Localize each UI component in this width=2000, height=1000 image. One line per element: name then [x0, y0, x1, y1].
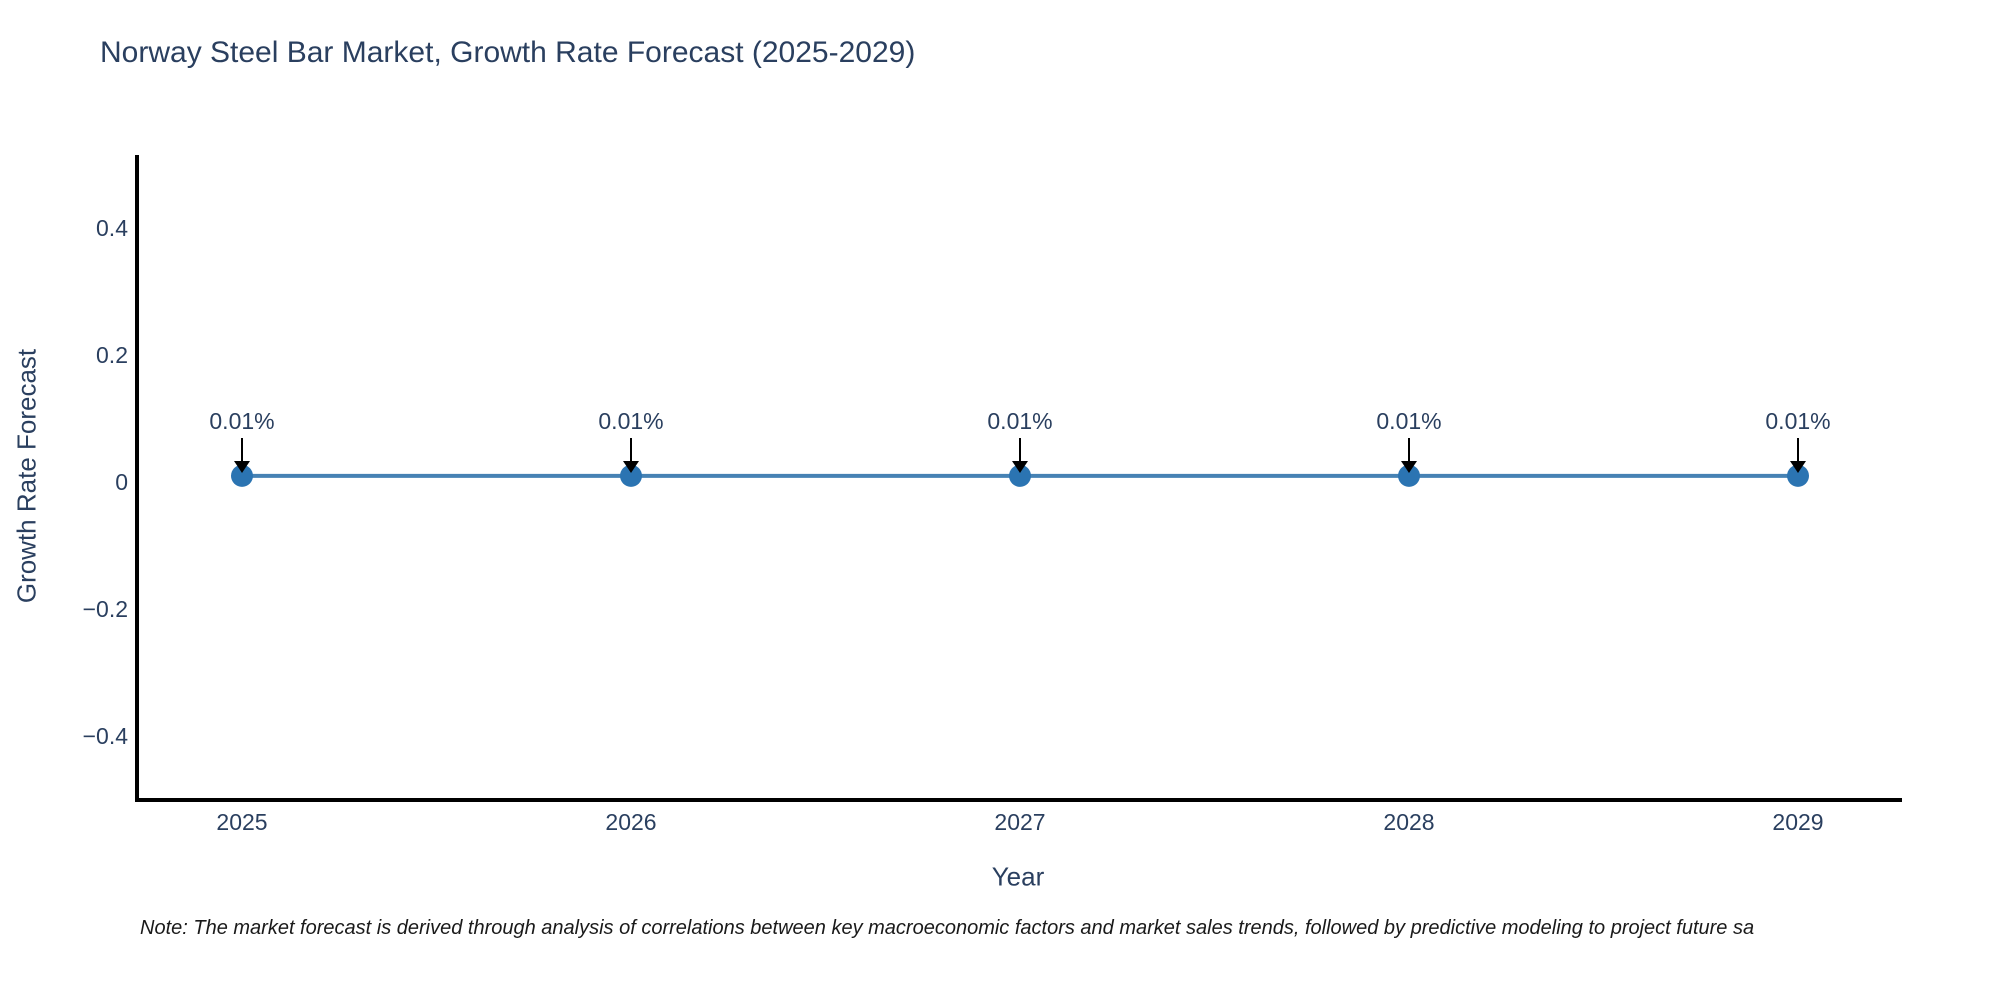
- point-annotation-label: 0.01%: [987, 408, 1053, 434]
- annotation-arrow-stem: [241, 438, 243, 462]
- annotation-arrow-stem: [630, 438, 632, 462]
- x-tick-label: 2027: [994, 809, 1046, 835]
- point-annotation-label: 0.01%: [209, 408, 275, 434]
- x-tick-label: 2029: [1772, 809, 1824, 835]
- annotation-arrow-stem: [1408, 438, 1410, 462]
- annotation-arrow-head: [234, 460, 250, 473]
- chart-title: Norway Steel Bar Market, Growth Rate For…: [100, 36, 916, 69]
- x-axis-title: Year: [991, 861, 1045, 892]
- annotation-arrow-head: [1401, 460, 1417, 473]
- y-tick-label: 0.2: [96, 342, 128, 369]
- annotation-arrow-stem: [1019, 438, 1021, 462]
- y-tick-label: 0: [115, 469, 128, 496]
- y-tick-label: −0.2: [82, 596, 128, 623]
- y-tick-label: 0.4: [96, 214, 128, 241]
- point-annotation-label: 0.01%: [1765, 408, 1831, 434]
- annotation-arrow-head: [623, 460, 639, 473]
- x-axis-line: [135, 798, 1902, 802]
- x-tick-label: 2028: [1383, 809, 1435, 835]
- x-tick-label: 2026: [605, 809, 657, 835]
- point-annotation-label: 0.01%: [1376, 408, 1442, 434]
- y-axis-line: [135, 155, 139, 802]
- x-tick-label: 2025: [216, 809, 268, 835]
- annotation-arrow-head: [1790, 460, 1806, 473]
- y-tick-label: −0.4: [82, 723, 128, 750]
- annotation-arrow-stem: [1797, 438, 1799, 462]
- point-annotation-label: 0.01%: [598, 408, 664, 434]
- annotation-arrow-head: [1012, 460, 1028, 473]
- footnote: Note: The market forecast is derived thr…: [140, 917, 1755, 939]
